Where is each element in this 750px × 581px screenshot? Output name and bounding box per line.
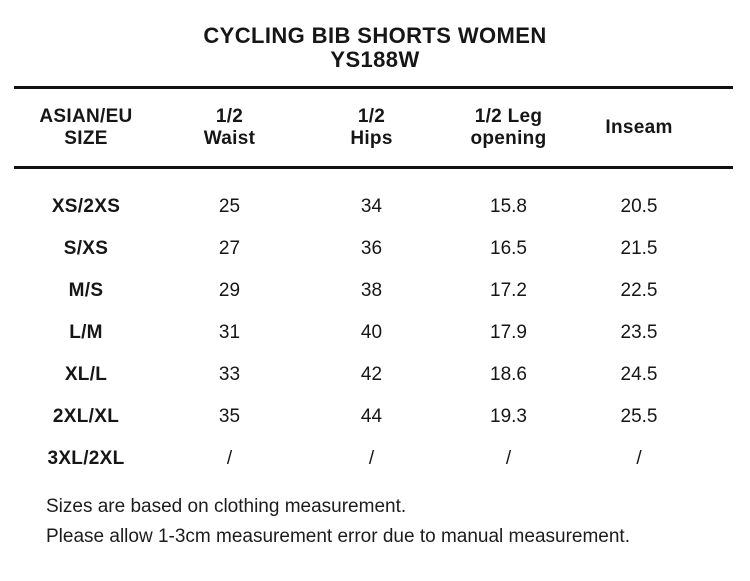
- size-label: 2XL/XL: [52, 406, 120, 427]
- size-table: ASIAN/EU SIZE 1/2 Waist 1/2 Hips 1/2 Leg…: [14, 86, 733, 480]
- hips-value: 40: [360, 322, 383, 343]
- size-label: XS/2XS: [51, 196, 121, 217]
- footnote-clothing-measurement: Sizes are based on clothing measurement.: [46, 496, 407, 517]
- table-row: M/S 29 38 17.2 22.5: [14, 270, 733, 312]
- waist-value: 33: [218, 364, 241, 385]
- waist-value: 35: [218, 406, 241, 427]
- hips-value: 34: [360, 196, 383, 217]
- waist-value: 29: [218, 280, 241, 301]
- leg-opening-value: 15.8: [490, 196, 527, 217]
- table-body: XS/2XS 25 34 15.8 20.5 S/XS 27 36 16.5 2…: [14, 169, 733, 480]
- waist-value: 31: [218, 322, 241, 343]
- inseam-value: /: [636, 448, 642, 469]
- waist-value: 27: [218, 238, 241, 259]
- header-half-hips: 1/2 Hips: [350, 105, 393, 149]
- leg-opening-value: 16.5: [490, 238, 527, 259]
- header-half-waist: 1/2 Waist: [203, 105, 256, 149]
- table-row: 3XL/2XL / / / /: [14, 438, 733, 480]
- table-row: S/XS 27 36 16.5 21.5: [14, 228, 733, 270]
- size-label: XL/L: [64, 364, 108, 385]
- inseam-value: 21.5: [620, 238, 658, 259]
- inseam-value: 22.5: [620, 280, 658, 301]
- title-block: CYCLING BIB SHORTS WOMEN YS188W: [0, 24, 750, 72]
- leg-opening-value: 17.9: [490, 322, 527, 343]
- footnotes: Sizes are based on clothing measurement.…: [46, 492, 630, 552]
- inseam-value: 20.5: [620, 196, 658, 217]
- size-label: M/S: [68, 280, 104, 301]
- inseam-value: 25.5: [620, 406, 658, 427]
- hips-value: 36: [360, 238, 383, 259]
- table-header-row: ASIAN/EU SIZE 1/2 Waist 1/2 Hips 1/2 Leg…: [14, 89, 733, 169]
- hips-value: /: [368, 448, 375, 469]
- waist-value: /: [226, 448, 233, 469]
- inseam-value: 24.5: [620, 364, 658, 385]
- inseam-value: 23.5: [620, 322, 658, 343]
- header-inseam: Inseam: [605, 116, 673, 138]
- hips-value: 38: [360, 280, 383, 301]
- table-row: L/M 31 40 17.9 23.5: [14, 312, 733, 354]
- model-code: YS188W: [330, 47, 420, 72]
- table-row: XS/2XS 25 34 15.8 20.5: [14, 186, 733, 228]
- leg-opening-value: 18.6: [490, 364, 527, 385]
- hips-value: 42: [360, 364, 383, 385]
- header-size: ASIAN/EU SIZE: [39, 105, 133, 149]
- footnote-measurement-error: Please allow 1-3cm measurement error due…: [46, 526, 630, 547]
- leg-opening-value: /: [505, 448, 512, 469]
- size-label: 3XL/2XL: [47, 448, 125, 469]
- header-half-leg-opening: 1/2 Leg opening: [470, 105, 547, 149]
- table-row: XL/L 33 42 18.6 24.5: [14, 354, 733, 396]
- leg-opening-value: 19.3: [490, 406, 527, 427]
- hips-value: 44: [360, 406, 383, 427]
- size-label: L/M: [69, 322, 103, 343]
- table-row: 2XL/XL 35 44 19.3 25.5: [14, 396, 733, 438]
- page-title: CYCLING BIB SHORTS WOMEN: [203, 23, 547, 48]
- leg-opening-value: 17.2: [490, 280, 527, 301]
- waist-value: 25: [218, 196, 241, 217]
- size-label: S/XS: [63, 238, 109, 259]
